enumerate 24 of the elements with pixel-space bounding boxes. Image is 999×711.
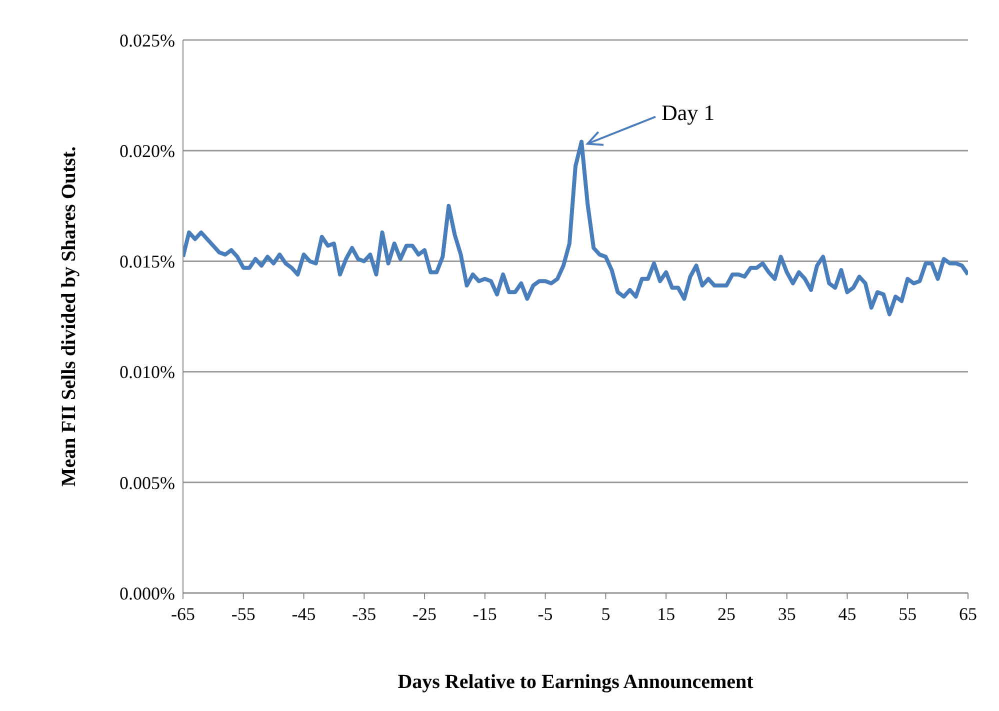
y-axis-title: Mean FII Sells divided by Shares Outst. [58, 146, 80, 487]
x-tick-label: -45 [292, 604, 316, 624]
x-tick-label: -35 [352, 604, 376, 624]
x-tick-label: -65 [171, 604, 195, 624]
y-tick-label: 0.000% [120, 583, 175, 604]
y-tick-label: 0.010% [120, 362, 175, 382]
x-tick-label: -15 [472, 604, 497, 624]
x-tick-label: 35 [778, 604, 796, 624]
y-tick-label: 0.020% [120, 140, 175, 161]
annotation: Day 1 [662, 100, 715, 125]
y-tick-label: 0.005% [120, 472, 175, 493]
x-tick-label: -55 [231, 604, 256, 624]
y-tick-label: 0.025% [120, 30, 175, 50]
y-tick-label: 0.015% [120, 252, 175, 272]
x-tick-label: 5 [601, 604, 610, 624]
x-tick-label: 55 [898, 604, 917, 624]
x-tick-label: -5 [538, 604, 553, 624]
x-tick-label: -25 [412, 604, 437, 624]
x-axis-title: Days Relative to Earnings Announcement [398, 671, 754, 693]
x-tick-label: 25 [717, 604, 736, 624]
line-series [183, 140, 968, 316]
x-tick-label: 65 [959, 604, 977, 624]
x-tick-label: 45 [838, 604, 856, 624]
x-tick-label: 15 [657, 604, 676, 624]
